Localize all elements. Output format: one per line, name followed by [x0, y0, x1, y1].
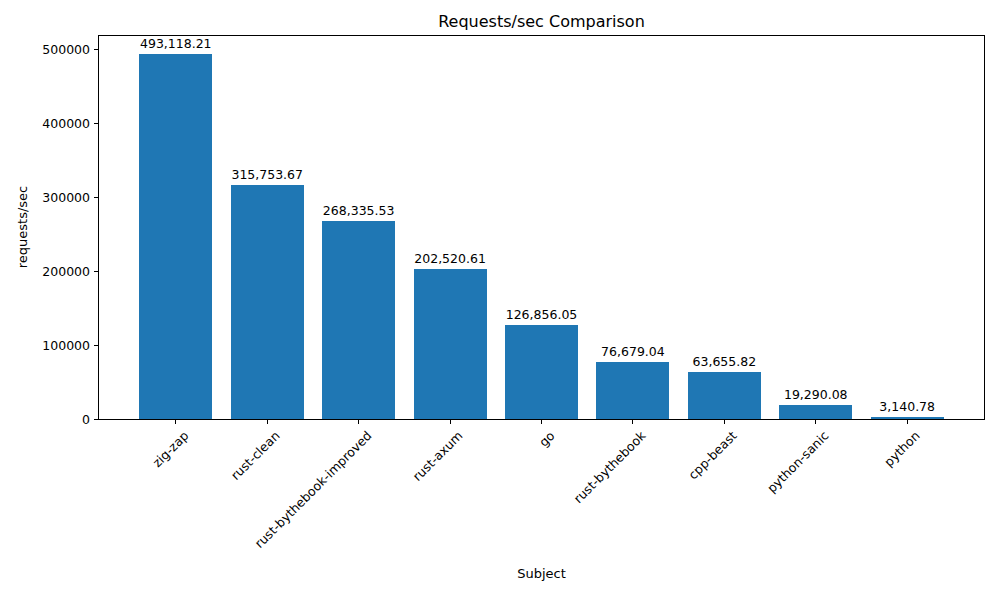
y-axis-tick: [94, 345, 98, 346]
bar-value-label: 315,753.67: [231, 167, 303, 182]
y-axis-tick: [94, 419, 98, 420]
bar-cpp-beast: [688, 372, 761, 419]
chart-title: Requests/sec Comparison: [98, 12, 985, 31]
bar-zig-zap: [139, 54, 212, 419]
x-axis-tick: [358, 420, 359, 424]
bar-value-label: 3,140.78: [879, 399, 935, 414]
x-tick-label: rust-clean: [228, 428, 283, 483]
bar-value-label: 63,655.82: [693, 354, 757, 369]
bar-rust-axum: [414, 269, 487, 419]
bar-chart-figure: Requests/sec Comparison requests/sec 010…: [0, 0, 1000, 600]
bar-rust-bythebook: [596, 362, 669, 419]
y-tick-label: 0: [82, 412, 90, 427]
x-tick-label: python-sanic: [764, 428, 832, 496]
y-tick-label: 400000: [42, 116, 90, 131]
y-axis-tick: [94, 123, 98, 124]
y-tick-label: 200000: [42, 264, 90, 279]
bar-value-label: 202,520.61: [414, 251, 486, 266]
bar-python: [871, 417, 944, 419]
x-axis-tick: [815, 420, 816, 424]
x-axis-tick: [724, 420, 725, 424]
bar-value-label: 493,118.21: [140, 36, 212, 51]
bar-value-label: 19,290.08: [784, 387, 848, 402]
bar-go: [505, 325, 578, 419]
x-tick-label: rust-axum: [410, 428, 466, 484]
x-tick-label: rust-bythebook: [571, 428, 649, 506]
bar-rust-bythebook-improved: [322, 221, 395, 419]
y-axis-label: requests/sec: [15, 186, 30, 269]
bar-value-label: 268,335.53: [323, 203, 395, 218]
x-axis-tick: [632, 420, 633, 424]
x-tick-label: cpp-beast: [686, 428, 740, 482]
y-axis-tick: [94, 197, 98, 198]
bar-value-label: 76,679.04: [601, 344, 665, 359]
x-axis-label: Subject: [98, 566, 985, 581]
x-axis-tick: [450, 420, 451, 424]
y-tick-label: 100000: [42, 338, 90, 353]
x-tick-label: go: [535, 428, 557, 450]
y-axis-tick: [94, 271, 98, 272]
plot-area: 0100000200000300000400000500000493,118.2…: [98, 35, 985, 420]
x-axis-tick: [175, 420, 176, 424]
x-axis-tick: [267, 420, 268, 424]
y-tick-label: 300000: [42, 190, 90, 205]
x-axis-tick: [541, 420, 542, 424]
y-axis-tick: [94, 49, 98, 50]
x-axis-tick: [907, 420, 908, 424]
x-tick-label: zig-zap: [149, 428, 191, 470]
bar-value-label: 126,856.05: [506, 307, 578, 322]
bar-rust-clean: [231, 185, 304, 419]
y-tick-label: 500000: [42, 42, 90, 57]
x-tick-label: python: [881, 428, 923, 470]
bar-python-sanic: [779, 405, 852, 419]
